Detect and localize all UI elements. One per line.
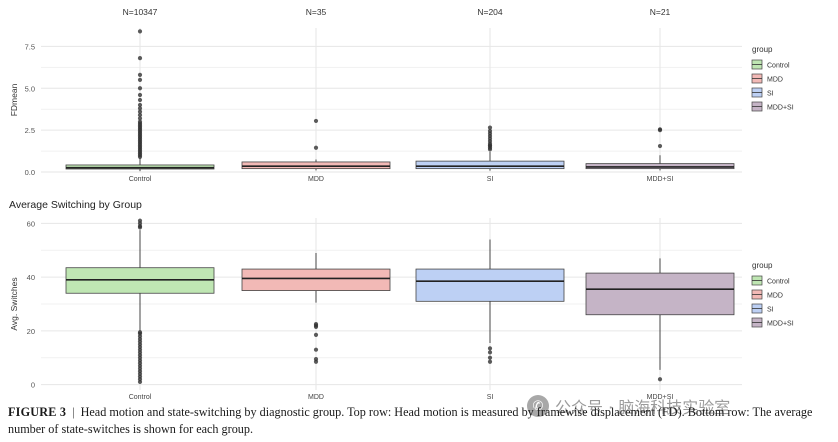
legend-label-control: Control — [767, 63, 790, 70]
x-tick-label-si: SI — [487, 394, 494, 400]
sample-size-label: N=204 — [477, 7, 503, 17]
sample-size-label: N=35 — [306, 7, 327, 17]
box-mdd — [241, 161, 391, 170]
outlier-point-si — [487, 346, 493, 351]
y-axis-label: Avg. Switches — [9, 277, 19, 330]
box-si — [415, 160, 565, 170]
y-tick-label: 7.5 — [25, 42, 35, 51]
outlier-point-control — [137, 56, 143, 61]
caption-separator: | — [72, 405, 75, 419]
outlier-point-si — [487, 125, 493, 130]
outlier-point-control — [137, 106, 143, 111]
watermark: ✆ 公众号 · 脑海科技实验室 — [527, 393, 827, 419]
outlier-point-control — [137, 77, 143, 83]
caption-label: FIGURE 3 — [8, 405, 67, 419]
outlier-point-mdd — [313, 332, 319, 338]
outlier-point-control — [137, 330, 143, 335]
caption-text: Head motion and state-switching by diagn… — [8, 405, 813, 436]
outlier-point-control — [137, 119, 143, 124]
outlier-point-mdd — [313, 322, 319, 327]
y-tick-label: 60 — [27, 219, 35, 228]
outlier-point-si — [487, 128, 493, 134]
outlier-point-control — [137, 102, 143, 108]
legend-label-si: SI — [767, 307, 774, 314]
x-tick-label-control: Control — [129, 176, 152, 183]
outlier-point-si — [487, 350, 493, 355]
outlier-point-mdd — [313, 356, 319, 362]
box-mdd — [241, 268, 391, 291]
legend-label-mdd: MDD — [767, 77, 783, 84]
y-tick-label: 40 — [27, 273, 35, 282]
outlier-point-control — [137, 72, 143, 77]
sample-size-label: N=10347 — [123, 7, 158, 17]
legend-title: group — [752, 261, 773, 270]
x-tick-label-control: Control — [129, 394, 152, 400]
box-mdd-plus-si — [585, 272, 735, 316]
outlier-point-mdd-plus-si — [657, 127, 663, 132]
outlier-point-control — [137, 112, 143, 118]
outlier-point-si — [487, 355, 493, 360]
outlier-point-mdd — [313, 118, 319, 124]
x-tick-label-mdd: MDD — [308, 394, 324, 400]
outlier-point-mdd — [313, 347, 319, 352]
y-axis-label: FDmean — [9, 83, 19, 116]
x-tick-label-si: SI — [487, 176, 494, 183]
outlier-point-control — [137, 109, 143, 114]
figure: 0.0 2.5 5.0 7.5 FDmean Control MDD SI MDD+SI N=10… — [9, 7, 794, 400]
y-tick-label: 0 — [31, 381, 35, 390]
y-tick-label: 20 — [27, 327, 35, 336]
figure-caption: FIGURE 3 | Head motion and state-switching… — [8, 404, 834, 438]
outlier-point-control — [137, 92, 143, 98]
y-tick-label: 5.0 — [25, 84, 35, 93]
watermark-text: 公众号 · 脑海科技实验室 — [555, 398, 731, 417]
outlier-point-control — [137, 29, 143, 34]
switching-boxplot-panel: 0 20 40 60 Avg. Switches Average Switching by… — [9, 199, 794, 400]
outlier-point-control — [137, 97, 143, 103]
wechat-icon: ✆ — [527, 395, 549, 417]
legend-label-control: Control — [767, 279, 790, 286]
box-mdd-plus-si — [585, 163, 735, 170]
y-tick-label: 2.5 — [25, 126, 35, 135]
legend-label-mdd-plus-si: MDD+SI — [767, 105, 794, 112]
outlier-point-control — [137, 86, 143, 91]
outlier-point-mdd-plus-si — [657, 377, 663, 382]
sample-size-label: N=21 — [650, 7, 671, 17]
outlier-point-control — [137, 116, 143, 121]
x-tick-label-mdd-plus-si: MDD+SI — [647, 176, 674, 183]
outlier-point-control — [137, 218, 143, 223]
outlier-point-si — [487, 359, 493, 364]
legend-title: group — [752, 45, 773, 54]
fd-boxplot-panel: 0.0 2.5 5.0 7.5 FDmean Control MDD SI MDD+SI N=10… — [9, 7, 794, 183]
panel-title: Average Switching by Group — [9, 199, 142, 211]
box-si — [415, 268, 565, 302]
legend-label-si: SI — [767, 91, 774, 98]
x-tick-label-mdd: MDD — [308, 176, 324, 183]
outlier-point-mdd-plus-si — [657, 143, 663, 149]
legend-label-mdd-plus-si: MDD+SI — [767, 321, 794, 328]
legend-label-mdd: MDD — [767, 293, 783, 300]
y-tick-label: 0.0 — [25, 168, 35, 177]
x-tick-label-mdd-plus-si: MDD+SI — [647, 394, 674, 400]
outlier-point-mdd — [313, 145, 319, 150]
